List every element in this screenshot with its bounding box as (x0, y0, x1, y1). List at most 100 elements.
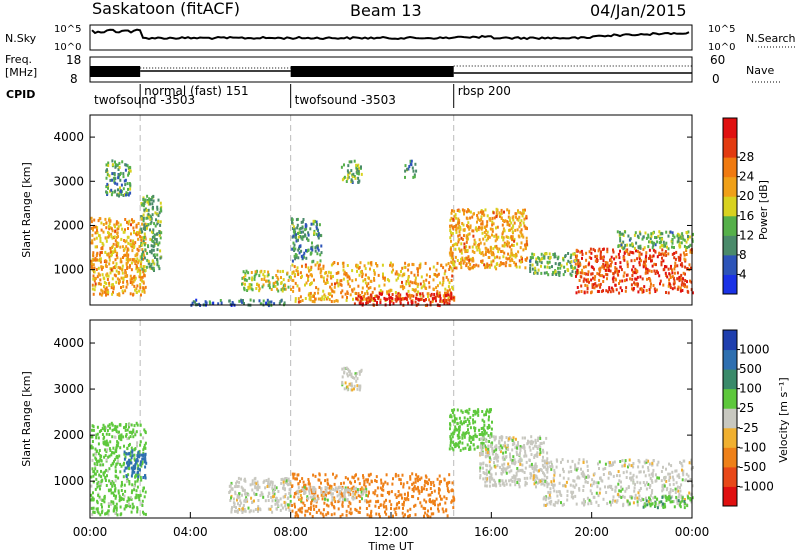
power-cell (125, 245, 128, 249)
velocity-cell (511, 461, 513, 465)
velocity-cell (341, 504, 344, 508)
power-cell (126, 235, 129, 239)
velocity-cell (341, 367, 344, 371)
power-cell (518, 265, 521, 269)
power-cell (416, 285, 419, 289)
power-cell (312, 222, 315, 226)
velocity-cell (128, 458, 131, 462)
velocity-cell (108, 454, 111, 458)
velocity-cell (374, 489, 377, 493)
velocity-cell (618, 489, 621, 493)
power-cell (327, 270, 330, 274)
power-cell (587, 270, 590, 274)
power-cell (480, 210, 482, 214)
power-cell (304, 263, 307, 267)
power-cell (571, 270, 574, 274)
power-cell (614, 283, 617, 287)
velocity-cell (234, 485, 237, 489)
nsky-tick-high: 10^5 (54, 24, 81, 35)
velocity-cell (518, 478, 521, 482)
power-cell (478, 242, 481, 246)
power-cell (442, 299, 445, 302)
power-cell (520, 212, 523, 216)
power-cell (263, 275, 266, 278)
power-cell (159, 207, 162, 211)
velocity-cell (464, 409, 467, 413)
power-cell (309, 273, 312, 277)
velocity-cell (535, 468, 538, 472)
velocity-cell (358, 511, 361, 514)
power-cell (677, 255, 680, 259)
power-cell (567, 269, 570, 272)
power-cell (563, 265, 566, 269)
power-cell (575, 291, 578, 295)
velocity-cell (96, 501, 99, 505)
power-cell (105, 286, 108, 290)
power-cell (128, 182, 131, 185)
power-cell (473, 251, 476, 254)
velocity-cell (255, 492, 258, 496)
power-cell (350, 169, 353, 173)
power-cell (407, 289, 410, 293)
power-cell (609, 264, 612, 268)
velocity-cell (501, 463, 504, 467)
power-cell (138, 231, 141, 235)
power-cell (654, 243, 657, 247)
velocity-cell (279, 508, 282, 512)
power-cell (640, 259, 643, 263)
power-cell (546, 260, 549, 264)
velocity-cell (100, 475, 103, 479)
velocity-cell (297, 495, 300, 499)
velocity-cell (357, 384, 360, 388)
power-cell (599, 285, 602, 289)
velocity-cell (336, 490, 339, 494)
power-cell (120, 260, 123, 264)
power-cell (398, 297, 401, 300)
velocity-cell (504, 479, 507, 483)
velocity-cell (586, 481, 589, 484)
velocity-cell (438, 488, 441, 492)
power-cell (149, 264, 152, 268)
power-cell (681, 264, 684, 268)
power-cell (143, 232, 146, 236)
velocity-cell (142, 448, 145, 452)
power-cell (265, 301, 268, 305)
velocity-cell (512, 461, 515, 465)
power-cell (450, 279, 453, 282)
velocity-cell (107, 424, 110, 428)
power-cell (632, 251, 635, 255)
power-cell (123, 179, 126, 183)
power-cell (529, 267, 532, 270)
power-cell (411, 281, 414, 285)
velocity-cell (453, 414, 456, 418)
power-cell (671, 275, 674, 279)
power-cell (298, 227, 301, 231)
power-cell (650, 232, 653, 236)
cpid-segment-2: twofsound -3503 (295, 93, 396, 107)
power-cell (460, 242, 463, 246)
velocity-cell (243, 488, 246, 492)
power-cell (425, 273, 428, 277)
velocity-cell (517, 482, 520, 486)
power-cell (480, 222, 483, 226)
power-cell (122, 175, 125, 179)
power-cell (114, 265, 117, 268)
power-cell (506, 220, 509, 224)
power-cell (141, 279, 143, 283)
power-cell (433, 293, 436, 296)
power-cell (220, 301, 223, 305)
velocity-cell (366, 500, 368, 504)
velocity-cell (343, 488, 346, 492)
power-cell (664, 265, 666, 268)
power-cell (305, 281, 308, 285)
power-cell (487, 234, 490, 238)
power-cell (609, 258, 612, 261)
power-cell (124, 218, 127, 221)
velocity-cell (468, 438, 471, 442)
velocity-cell (392, 477, 394, 481)
velocity-cell (350, 511, 353, 515)
velocity-cell (512, 474, 515, 478)
velocity-cell (544, 461, 546, 465)
power-cell (493, 256, 496, 260)
power-cell (331, 289, 334, 293)
